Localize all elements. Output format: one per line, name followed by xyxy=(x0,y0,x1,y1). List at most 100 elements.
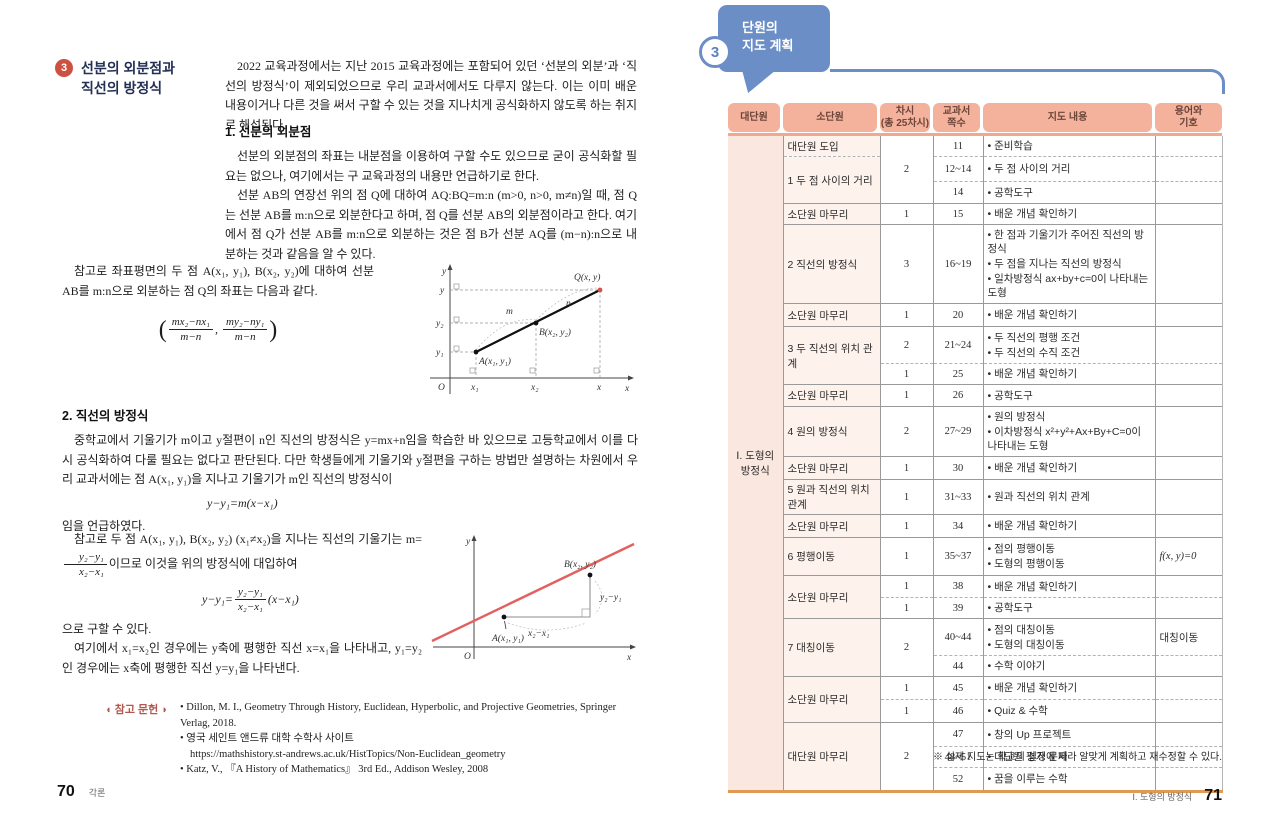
cell-terms xyxy=(1154,575,1223,598)
cell-terms xyxy=(1154,514,1223,538)
teaching-plan-table: 대단원 소단원 차시 (총 25차시) 교과서 쪽수 지도 내용 용어와 기호 … xyxy=(728,103,1223,793)
left-section-title: 3 선분의 외분점과 직선의 방정식 xyxy=(55,58,175,98)
page-title: 선분의 외분점과 직선의 방정식 xyxy=(81,60,176,96)
cell-pages: 48~51 xyxy=(932,746,983,768)
table-row: 소단원 마무리 1 26 • 공학도구 xyxy=(728,384,1223,407)
cell-pages: 26 xyxy=(932,384,983,407)
table-row: 1 39 • 공학도구 xyxy=(728,597,1223,619)
cell-terms xyxy=(1154,181,1223,204)
cell-sessions: 1 xyxy=(879,537,933,576)
cell-sessions: 2 xyxy=(879,406,933,457)
fig2-y-axis-label: y xyxy=(465,537,471,547)
table-row: 소단원 마무리 1 34 • 배운 개념 확인하기 xyxy=(728,514,1223,538)
cell-terms xyxy=(1154,136,1223,157)
paragraph: 중학교에서 기울기가 m이고 y절편이 n인 직선의 방정식은 y=mx+n임을… xyxy=(62,433,638,486)
cell-content: • Quiz & 수학 xyxy=(982,699,1155,723)
cell-content: • 두 점 사이의 거리 xyxy=(982,156,1155,182)
cell-subunit: 대단원 마무리 xyxy=(782,722,880,792)
cell-content: • 한 점과 기울기가 주어진 직선의 방정식 • 두 점을 지나는 직선의 방정… xyxy=(982,224,1155,304)
cell-content: • 원과 직선의 위치 관계 xyxy=(982,479,1155,515)
cell-content: • 배운 개념 확인하기 xyxy=(982,575,1155,598)
fig1-tick-x: x xyxy=(596,383,602,393)
cell-sessions: 2 xyxy=(879,618,933,677)
col-header-sessions: 차시 (총 25차시) xyxy=(880,103,930,132)
reference-list: • Dillon, M. I., Geometry Through Histor… xyxy=(180,700,640,778)
cell-pages: 16~19 xyxy=(932,224,983,304)
fig2-point-b-label: B(x₂, y₂) xyxy=(564,559,596,570)
section-1-heading: 1. 선분의 외분점 xyxy=(225,125,312,139)
cell-terms xyxy=(1154,722,1223,747)
table-row: Ⅰ. 도형의 방정식 대단원 도입 2 11 • 준비학습 xyxy=(728,136,1223,792)
cell-terms xyxy=(1154,456,1223,480)
cell-subunit: 7 대칭이동 xyxy=(782,618,880,677)
cell-pages: 21~24 xyxy=(932,326,983,364)
fig2-dy-label: y₂−y₁ xyxy=(599,593,621,603)
table-row: 52 • 꿈을 이루는 수학 xyxy=(728,767,1223,792)
table-row: 44 • 수학 이야기 xyxy=(728,655,1223,677)
header-connector-line xyxy=(830,69,1225,94)
section-number-badge: 3 xyxy=(55,59,73,77)
cell-content: • 배운 개념 확인하기 xyxy=(982,456,1155,480)
cell-subunit: 소단원 마무리 xyxy=(782,676,880,723)
cell-pages: 45 xyxy=(932,676,983,700)
left-page-number: 70 xyxy=(57,783,75,800)
cell-subunit: 소단원 마무리 xyxy=(782,514,880,538)
fig1-x-axis-label: x xyxy=(624,384,630,394)
cell-pages: 14 xyxy=(932,181,983,204)
cell-terms xyxy=(1154,597,1223,619)
cell-subunit: 4 원의 방정식 xyxy=(782,406,880,457)
table-row: 2 직선의 방정식 3 16~19 • 한 점과 기울기가 주어진 직선의 방정식 • … xyxy=(728,224,1223,304)
cell-subunit: 2 직선의 방정식 xyxy=(782,224,880,304)
cell-subunit: 대단원 도입 xyxy=(782,136,880,157)
cell-subunit: 소단원 마무리 xyxy=(782,575,880,619)
cell-pages: 52 xyxy=(932,767,983,792)
figure-line-through-two-points: y x O B(x₂, y₂) A(x₁, y₁) x₂−x₁ y₂−y₁ xyxy=(428,531,640,676)
cell-pages: 35~37 xyxy=(932,537,983,576)
section-1: 1. 선분의 외분점 선분의 외분점의 좌표는 내분점을 이용하여 구할 수도 … xyxy=(225,121,637,264)
cell-sessions: 1 xyxy=(879,676,933,700)
reference-block: ◖ 참고 문헌 ◗ • Dillon, M. I., Geometry Thro… xyxy=(105,700,640,778)
cell-terms xyxy=(1154,224,1223,304)
section-2-heading: 2. 직선의 방정식 xyxy=(62,409,149,423)
cell-pages: 44 xyxy=(932,655,983,677)
table-row: 3 두 직선의 위치 관계 2 21~24 • 두 직선의 평행 조건 • 두 직선의 … xyxy=(728,326,1223,385)
cell-pages: 12~14 xyxy=(932,156,983,182)
cell-terms xyxy=(1154,676,1223,700)
fig1-point-a-label: A(x₁, y₁) xyxy=(478,356,511,367)
cell-sessions: 1 xyxy=(879,575,933,598)
fig1-ratio-n-label: n xyxy=(566,299,571,309)
fig1-tick-y: y xyxy=(439,286,445,296)
cell-content: • 배운 개념 확인하기 xyxy=(982,203,1155,225)
cell-subunit: 소단원 마무리 xyxy=(782,384,880,407)
external-division-formula: ( mx₂−nx₁ m−n , my₂−ny₁ m−n ) xyxy=(158,316,278,343)
section-number-badge-blue: 3 xyxy=(699,36,731,68)
fig1-ratio-m-label: m xyxy=(506,307,513,317)
table-row: 소단원 마무리 1 15 • 배운 개념 확인하기 xyxy=(728,203,1223,225)
cell-pages: 47 xyxy=(932,722,983,747)
cell-terms xyxy=(1154,406,1223,457)
paragraph-with-fraction: 참고로 두 점 A(x₁, y₁), B(x₂, y₂) (x₁≠x₂)을 지나… xyxy=(62,530,422,579)
cell-terms xyxy=(1154,156,1223,182)
table-row: 소단원 마무리 1 20 • 배운 개념 확인하기 xyxy=(728,303,1223,327)
col-header-pages: 교과서 쪽수 xyxy=(933,103,980,132)
table-row: 1 두 점 사이의 거리 12~14 • 두 점 사이의 거리 xyxy=(728,156,1223,204)
cell-content: • 준비학습 xyxy=(982,136,1155,157)
paragraph: 참고로 좌표평면의 두 점 A(x₁, y₁), B(x₂, y₂)에 대하여 … xyxy=(62,264,374,298)
cell-terms: 대칭이동 xyxy=(1154,618,1223,656)
reference-item: • 영국 세인트 앤드류 대학 수학사 사이트 xyxy=(179,733,354,744)
table-row: 48~51 • 대단원 평가 문제 xyxy=(728,746,1223,768)
plan-title: 단원의 지도 계획 xyxy=(742,20,794,53)
cell-pages: 15 xyxy=(932,203,983,225)
cell-pages: 11 xyxy=(932,136,983,157)
cell-subunit: 소단원 마무리 xyxy=(782,203,880,225)
fig1-point-q-label: Q(x, y) xyxy=(574,272,600,283)
paragraph: 선분 AB의 연장선 위의 점 Q에 대하여 AQ:BQ=m:n (m>0, n… xyxy=(225,188,637,261)
fig2-x-axis-label: x xyxy=(626,653,632,663)
cell-content: • 배운 개념 확인하기 xyxy=(982,363,1155,385)
reference-item: • Dillon, M. I., Geometry Through Histor… xyxy=(179,702,617,729)
cell-pages: 34 xyxy=(932,514,983,538)
right-page-footer: Ⅰ. 도형의 방정식 71 xyxy=(1132,787,1222,805)
paragraph: 여기에서 x₁=x₂인 경우에는 y축에 평행한 직선 x=x₁을 나타내고, … xyxy=(62,641,422,675)
cell-terms xyxy=(1154,303,1223,327)
section-2-continued: 참고로 두 점 A(x₁, y₁), B(x₂, y₂) (x₁≠x₂)을 지나… xyxy=(62,530,422,678)
